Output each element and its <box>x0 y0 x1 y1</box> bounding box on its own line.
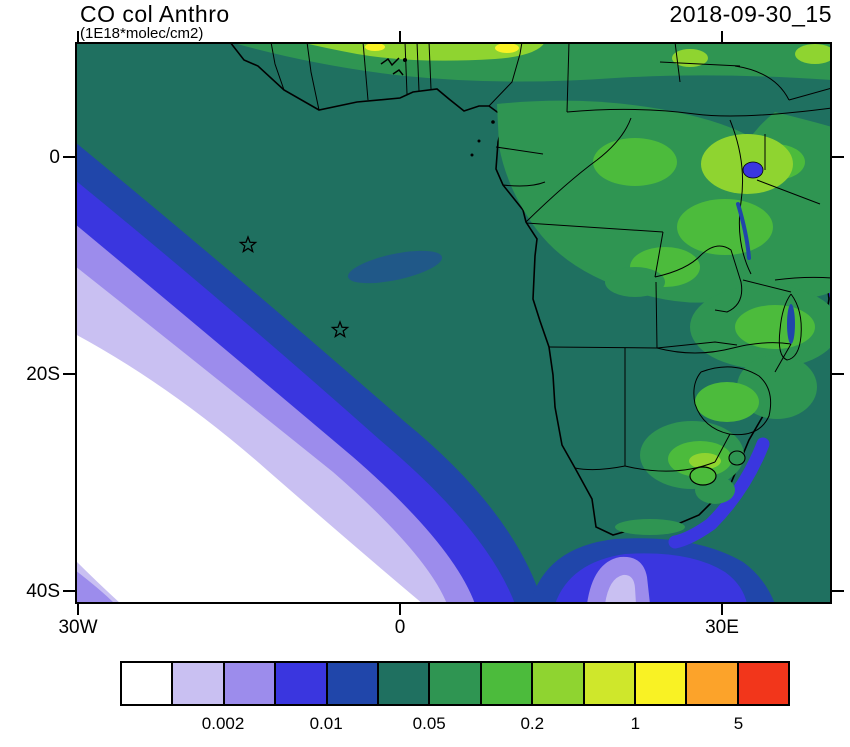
plot-units-label: (1E18*molec/cm2) <box>80 25 204 42</box>
colorbar-cell <box>533 663 585 704</box>
x-tick-label-0: 0 <box>394 617 406 638</box>
colorbar-cell <box>122 663 174 704</box>
axis-tick <box>399 31 401 42</box>
lake-victoria <box>742 161 764 179</box>
colorbar-tick-label: 0.01 <box>309 714 343 733</box>
plot-date-label: 2018-09-30_15 <box>669 1 832 27</box>
lakes <box>736 161 795 344</box>
axis-tick <box>77 604 79 615</box>
colorbar-cell <box>276 663 328 704</box>
axis-tick <box>721 31 723 42</box>
colorbar-cell <box>738 663 789 704</box>
colorbar-cell <box>687 663 739 704</box>
y-tick-label-0: 0 <box>49 147 60 168</box>
cape-ocean-bands <box>530 538 775 604</box>
island-dot <box>470 153 474 157</box>
colorbar-cell <box>635 663 688 704</box>
island-dot <box>477 139 481 143</box>
plot-title: CO col Anthro <box>80 1 230 27</box>
colorbar-cell <box>378 663 431 704</box>
colorbar-tick-label: 0.002 <box>201 714 245 733</box>
axis-tick <box>832 590 844 592</box>
lake-tanganyika <box>736 202 751 260</box>
country-borders <box>270 42 832 472</box>
star-marker-1 <box>238 235 258 253</box>
axis-tick <box>399 604 401 615</box>
colorbar-cell <box>173 663 225 704</box>
colorbar-cell <box>584 663 636 704</box>
colorbar-labels: 0.002 0.01 0.05 0.2 1 5 <box>120 714 790 736</box>
x-tick-label-30w: 30W <box>58 617 98 638</box>
colorbar-cell <box>224 663 277 704</box>
eswatini-outline <box>728 450 746 466</box>
colorbar <box>120 661 790 706</box>
colorbar-tick-label: 0.2 <box>520 714 545 733</box>
x-tick-label-30e: 30E <box>705 617 739 638</box>
land-co-patches <box>230 42 832 535</box>
ocean-gradient-bands <box>75 142 543 604</box>
gulf-islands <box>470 120 495 157</box>
colorbar-cell <box>481 663 534 704</box>
colorbar-cell <box>430 663 482 704</box>
colorbar-tick-label: 1 <box>630 714 641 733</box>
axis-tick <box>721 604 723 615</box>
axis-tick <box>77 31 79 42</box>
axis-tick <box>63 373 75 375</box>
axis-tick <box>63 156 75 158</box>
lake-malawi <box>787 304 795 344</box>
lesotho-outline <box>689 466 717 486</box>
axis-tick <box>832 156 844 158</box>
map-canvas <box>75 42 832 604</box>
colorbar-cell <box>327 663 379 704</box>
island-dot <box>491 120 495 124</box>
colorbar-tick-label: 5 <box>733 714 744 733</box>
axis-tick <box>832 373 844 375</box>
y-tick-label-20s: 20S <box>26 364 60 385</box>
overplot-marks <box>380 57 408 76</box>
star-marker-2 <box>330 320 350 338</box>
y-tick-label-40s: 40S <box>26 581 60 602</box>
axis-tick <box>63 590 75 592</box>
colorbar-tick-label: 0.05 <box>412 714 446 733</box>
